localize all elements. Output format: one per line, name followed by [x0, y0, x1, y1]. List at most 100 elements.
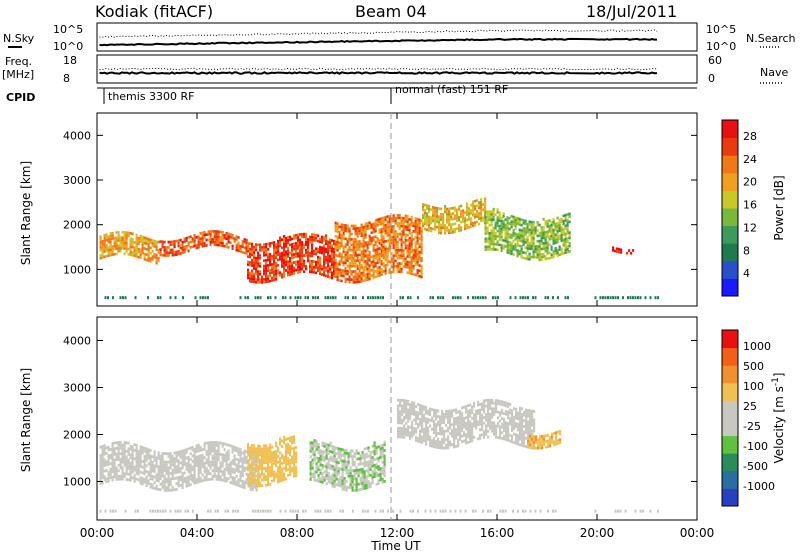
- heatmap-cell: [521, 424, 524, 428]
- heatmap-cell: [127, 478, 130, 482]
- heatmap-cell: [225, 476, 228, 480]
- heatmap-cell: [183, 237, 186, 241]
- heatmap-cell: [259, 473, 262, 476]
- heatmap-cell: [289, 267, 292, 271]
- heatmap-cell: [390, 257, 393, 261]
- heatmap-cell: [560, 220, 563, 224]
- heatmap-cell: [287, 268, 290, 272]
- heatmap-cell: [437, 446, 440, 449]
- heatmap-cell: [361, 453, 364, 457]
- heatmap-cell: [179, 450, 182, 454]
- heatmap-cell: [287, 451, 290, 455]
- heatmap-cell: [399, 435, 402, 439]
- heatmap-cell: [503, 420, 506, 424]
- heatmap-cell: [365, 452, 368, 456]
- heatmap-cell: [193, 470, 196, 474]
- heatmap-cell: [251, 480, 254, 484]
- heatmap-cell: [165, 248, 168, 252]
- heatmap-cell: [485, 432, 488, 436]
- heatmap-cell: [244, 296, 247, 300]
- heatmap-cell: [366, 278, 369, 281]
- heatmap-cell: [121, 449, 124, 453]
- heatmap-cell: [567, 296, 569, 300]
- heatmap-cell: [259, 246, 262, 249]
- heatmap-cell: [457, 438, 460, 442]
- heatmap-cell: [566, 218, 569, 222]
- heatmap-cell: [235, 246, 238, 249]
- heatmap-cell: [405, 410, 408, 414]
- heatmap-cell: [394, 238, 397, 241]
- heatmap-cell: [537, 443, 540, 447]
- heatmap-cell: [360, 255, 363, 259]
- heatmap-cell: [317, 263, 320, 267]
- heatmap-cell: [161, 471, 164, 475]
- heatmap-cell: [386, 234, 389, 237]
- heatmap-cell: [129, 237, 132, 241]
- heatmap-cell: [247, 443, 250, 446]
- heatmap-cell: [473, 435, 476, 439]
- heatmap-cell: [556, 232, 559, 236]
- heatmap-cell: [273, 275, 276, 279]
- heatmap-cell: [221, 239, 224, 242]
- heatmap-cell: [105, 477, 108, 481]
- heatmap-cell: [421, 421, 424, 425]
- heatmap-cell: [543, 440, 546, 444]
- heatmap-cell: [341, 476, 344, 480]
- heatmap-cell: [121, 247, 124, 250]
- heatmap-cell: [279, 462, 282, 466]
- heatmap-cell: [107, 471, 110, 475]
- heatmap-cell: [434, 220, 437, 223]
- heatmap-cell: [185, 476, 188, 480]
- heatmap-cell: [504, 234, 507, 238]
- heatmap-cell: [263, 251, 266, 254]
- heatmap-cell: [139, 476, 142, 480]
- heatmap-cell: [379, 467, 382, 471]
- heatmap-cell: [283, 261, 286, 265]
- heatmap-cell: [249, 449, 252, 453]
- heatmap-cell: [540, 226, 543, 229]
- heatmap-cell: [407, 416, 410, 420]
- heatmap-cell: [334, 224, 337, 227]
- heatmap-cell: [323, 252, 326, 256]
- heatmap-cell: [261, 458, 264, 462]
- heatmap-cell: [466, 207, 469, 211]
- heatmap-cell: [323, 470, 326, 474]
- heatmap-cell: [461, 406, 464, 410]
- heatmap-cell: [153, 242, 156, 246]
- heatmap-cell: [547, 445, 550, 448]
- heatmap-cell: [127, 467, 130, 470]
- heatmap-cell: [528, 252, 531, 256]
- heatmap-cell: [439, 423, 442, 427]
- heatmap-cell: [185, 482, 188, 485]
- heatmap-cell: [378, 223, 381, 226]
- heatmap-cell: [231, 478, 234, 482]
- heatmap-cell: [495, 399, 498, 402]
- heatmap-cell: [131, 459, 134, 463]
- heatmap-cell: [325, 476, 328, 480]
- heatmap-cell: [184, 509, 187, 513]
- heatmap-cell: [147, 256, 150, 260]
- heatmap-cell: [271, 279, 274, 282]
- heatmap-cell: [410, 237, 413, 241]
- heatmap-cell: [133, 443, 136, 447]
- heatmap-cell: [519, 409, 522, 413]
- heatmap-cell: [215, 477, 218, 481]
- heatmap-cell: [388, 220, 391, 223]
- heatmap-cell: [560, 236, 563, 240]
- heatmap-cell: [523, 410, 526, 414]
- heatmap-cell: [408, 252, 411, 256]
- heatmap-cell: [370, 260, 373, 264]
- heatmap-cell: [311, 447, 314, 451]
- heatmap-cell: [267, 269, 270, 273]
- heatmap-cell: [514, 296, 517, 300]
- heatmap-cell: [131, 462, 134, 466]
- heatmap-cell: [344, 296, 347, 300]
- heatmap-cell: [410, 261, 413, 265]
- heatmap-cell: [124, 296, 127, 300]
- heatmap-cell: [217, 469, 220, 473]
- heatmap-cell: [566, 247, 569, 251]
- heatmap-cell: [233, 240, 236, 243]
- heatmap-cell: [129, 248, 132, 251]
- heatmap-cell: [445, 446, 448, 450]
- heatmap-cell: [397, 418, 400, 422]
